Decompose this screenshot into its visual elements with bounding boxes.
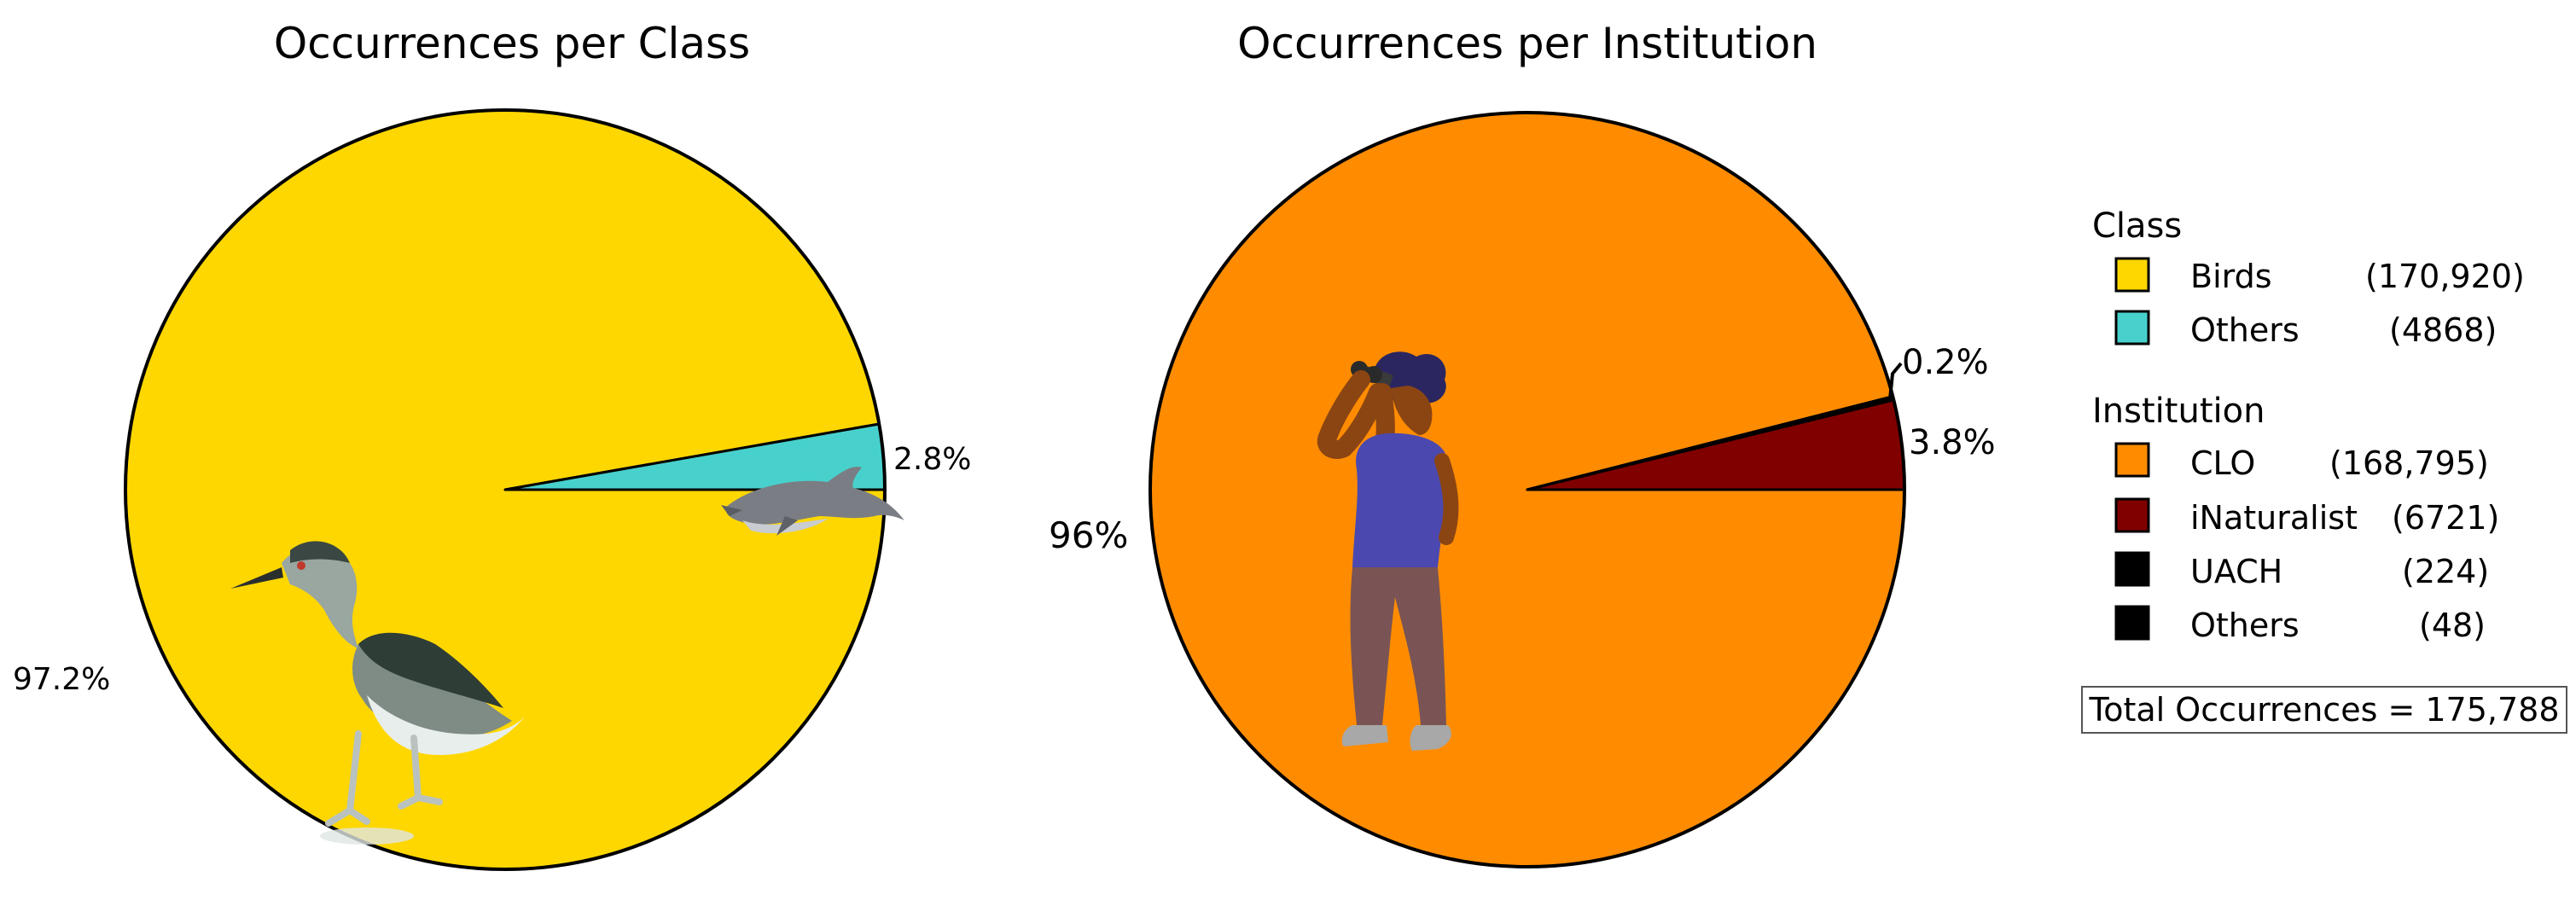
legend: Class Birds (170,920) Others (4868) Inst… [2081, 206, 2567, 734]
total-occurrences: Total Occurrences = 175,788 [2088, 691, 2559, 729]
pie2-title: Occurrences per Institution [1237, 19, 1817, 68]
legend-count-inaturalist: (6721) [2392, 499, 2499, 537]
legend-count-uach: (224) [2402, 553, 2489, 590]
legend-label-others-institution: Others [2190, 607, 2300, 644]
pie-class [124, 108, 887, 871]
legend-swatch-clo [2114, 442, 2150, 478]
total-box [2081, 686, 2567, 734]
pie1-outline [124, 108, 887, 871]
legend-label-birds: Birds [2190, 258, 2272, 295]
pie2-label-inaturalist: 3.8% [1909, 423, 1996, 462]
birdwatcher-icon [1317, 351, 1459, 751]
pie2-label-uach: 0.2% [1902, 343, 1989, 382]
pie-institution [1148, 111, 1906, 868]
legend-count-clo: (168,795) [2329, 444, 2489, 482]
pie1-title: Occurrences per Class [274, 19, 750, 68]
legend-label-clo: CLO [2190, 444, 2255, 482]
legend-swatch-inaturalist [2114, 497, 2150, 533]
legend-swatch-others-class [2114, 310, 2150, 346]
legend-count-birds: (170,920) [2365, 258, 2525, 295]
bird-icon [230, 541, 525, 845]
legend-label-others-class: Others [2190, 311, 2300, 349]
pie1-label-birds: 97.2% [13, 662, 110, 697]
pie1-label-others: 2.8% [893, 442, 971, 477]
legend-swatch-others-institution [2114, 605, 2150, 641]
legend-count-others-class: (4868) [2389, 311, 2497, 349]
pie2-label-clo: 96% [1049, 514, 1128, 556]
legend-swatch-birds [2114, 257, 2150, 293]
legend-count-others-institution: (48) [2419, 607, 2486, 644]
legend-label-inaturalist: iNaturalist [2190, 499, 2358, 537]
legend-label-uach: UACH [2190, 553, 2282, 590]
legend-swatch-uach [2114, 551, 2150, 587]
legend-heading-institution: Institution [2092, 392, 2265, 431]
legend-heading-class: Class [2092, 206, 2182, 246]
pie2-leader-line [1888, 362, 1903, 400]
dolphin-icon [721, 467, 904, 536]
pie2-outline [1148, 111, 1906, 868]
